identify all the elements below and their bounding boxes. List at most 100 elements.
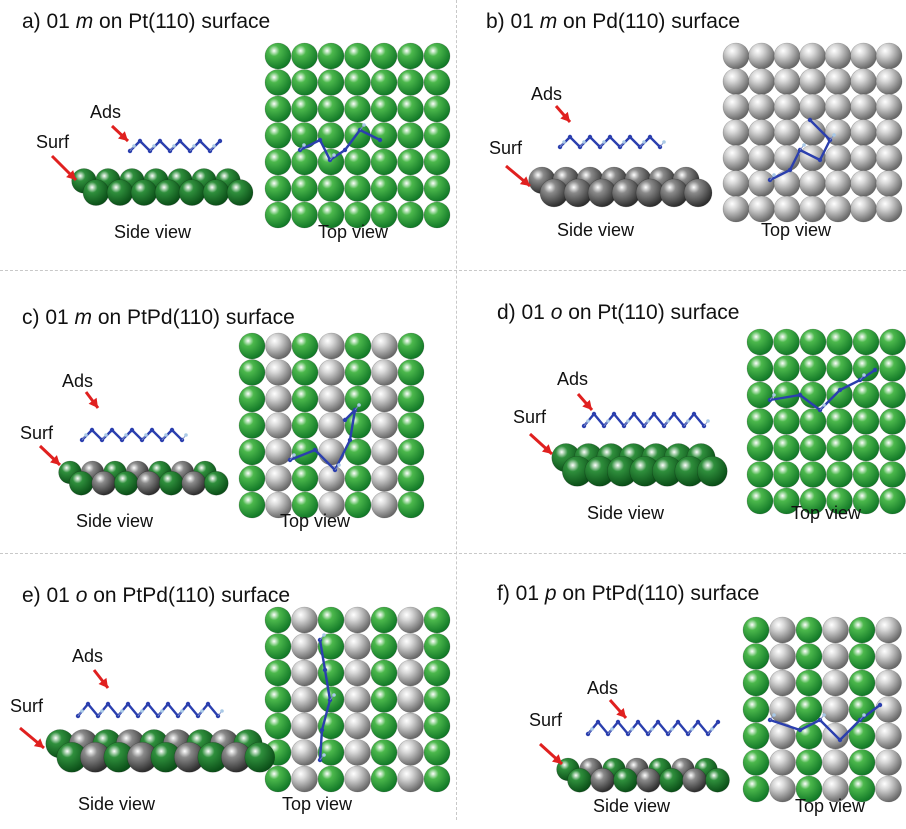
hydrogen-atom <box>686 419 690 423</box>
top-view-atom <box>370 739 398 766</box>
top-view-atom <box>824 170 852 197</box>
top-view-atom <box>397 712 424 740</box>
side-view-atom-front <box>158 470 184 496</box>
top-view-atom <box>746 328 774 356</box>
molecule-atom <box>342 417 348 423</box>
hydrogen-atom <box>120 709 124 713</box>
top-view-atom <box>370 69 398 96</box>
top-view-atom <box>371 385 398 413</box>
top-view-atom <box>423 739 451 766</box>
panel-a: a) 01 m on Pt(110) surface Ads Surf Side… <box>0 0 453 273</box>
top-view-atom <box>826 434 853 462</box>
top-view-atom <box>370 42 398 70</box>
side-view-molecule <box>581 411 710 429</box>
hydrogen-atom <box>332 153 336 157</box>
top-view-atom <box>824 144 852 172</box>
molecule-atom <box>317 137 323 143</box>
top-view-atom <box>370 765 398 793</box>
top-view-atom <box>799 68 826 95</box>
horizontal-divider-1 <box>0 270 906 271</box>
top-view-atom <box>879 355 906 382</box>
panel-f-top-view-label: Top view <box>795 796 866 816</box>
top-view-atom <box>722 93 750 121</box>
molecule-bond <box>652 412 666 428</box>
top-view-atom <box>318 359 345 386</box>
molecule-bond <box>170 428 184 442</box>
top-view-atom <box>852 461 880 488</box>
molecule-atom <box>695 719 701 725</box>
top-view-atom <box>799 408 827 435</box>
top-view-atom <box>822 616 849 644</box>
top-view-atom <box>423 765 451 793</box>
molecule-atom <box>347 437 353 443</box>
molecule-atom <box>137 138 143 144</box>
molecule-atom <box>185 701 191 707</box>
top-view-atom <box>317 606 345 634</box>
molecule-bond <box>318 728 324 762</box>
panel-f: f) 01 p on PtPd(110) surface Ads Surf Si… <box>453 556 906 829</box>
top-view-atom <box>769 669 796 697</box>
molecule-atom <box>105 701 111 707</box>
top-view-atom <box>397 42 424 70</box>
panel-f-ads-label: Ads <box>587 678 619 698</box>
side-view-molecule <box>79 427 188 443</box>
hydrogen-atom <box>862 713 866 717</box>
top-view-atom <box>371 412 398 439</box>
top-view-atom <box>238 438 266 466</box>
molecule-bond <box>126 702 140 718</box>
top-view-atom <box>397 606 424 634</box>
top-view-atom <box>370 659 398 687</box>
hydrogen-atom <box>337 463 341 467</box>
top-view-atom <box>265 465 292 492</box>
top-view-atom <box>799 93 826 121</box>
top-view-atom <box>397 69 424 96</box>
top-view-atom <box>773 487 800 515</box>
top-view-atom <box>238 412 266 439</box>
molecule-bond <box>343 128 362 152</box>
molecule-atom <box>635 719 641 725</box>
hydrogen-atom <box>650 727 654 731</box>
ads-arrow-head <box>98 677 108 688</box>
top-view-atom <box>344 606 371 634</box>
top-view-atom <box>799 461 827 488</box>
molecule-atom <box>157 138 163 144</box>
top-view-atom <box>371 359 398 386</box>
molecule-atom <box>797 392 803 398</box>
molecule-bond <box>648 135 662 149</box>
top-view-atom <box>742 669 770 697</box>
top-view-molecule <box>767 367 878 413</box>
vertical-divider <box>456 0 457 820</box>
hydrogen-atom <box>164 433 168 437</box>
surf-arrow-head <box>66 170 76 180</box>
top-view-atom <box>264 175 292 202</box>
molecule-atom <box>837 387 843 393</box>
top-view-atom <box>850 195 877 223</box>
top-view-atom <box>875 93 903 121</box>
top-view-atom <box>875 722 902 750</box>
top-view-atom <box>344 765 371 793</box>
surf-arrow-head <box>541 444 552 454</box>
top-view-atom <box>875 696 902 723</box>
molecule-atom <box>615 719 621 725</box>
top-view-atom <box>238 385 266 413</box>
molecule-bond <box>320 698 332 732</box>
side-view-atom-front <box>154 179 182 206</box>
molecule-atom <box>197 138 203 144</box>
top-view-atom <box>344 332 372 360</box>
top-view-atom <box>826 487 853 515</box>
side-view-atom-front <box>244 741 276 773</box>
molecule-atom <box>611 411 617 417</box>
top-view-atom <box>824 68 852 95</box>
top-view-atom <box>344 42 371 70</box>
molecule-atom <box>591 411 597 417</box>
hydrogen-atom <box>642 140 646 144</box>
top-view-atom <box>746 408 774 435</box>
panel-f-surf-label: Surf <box>529 710 563 730</box>
top-view-atom <box>875 616 902 644</box>
hydrogen-atom <box>610 727 614 731</box>
hydrogen-atom <box>100 709 104 713</box>
side-view-atom-front <box>181 470 207 496</box>
top-view-atom <box>746 355 774 382</box>
top-view-atom <box>822 749 849 776</box>
side-view-atom-front <box>567 767 592 793</box>
